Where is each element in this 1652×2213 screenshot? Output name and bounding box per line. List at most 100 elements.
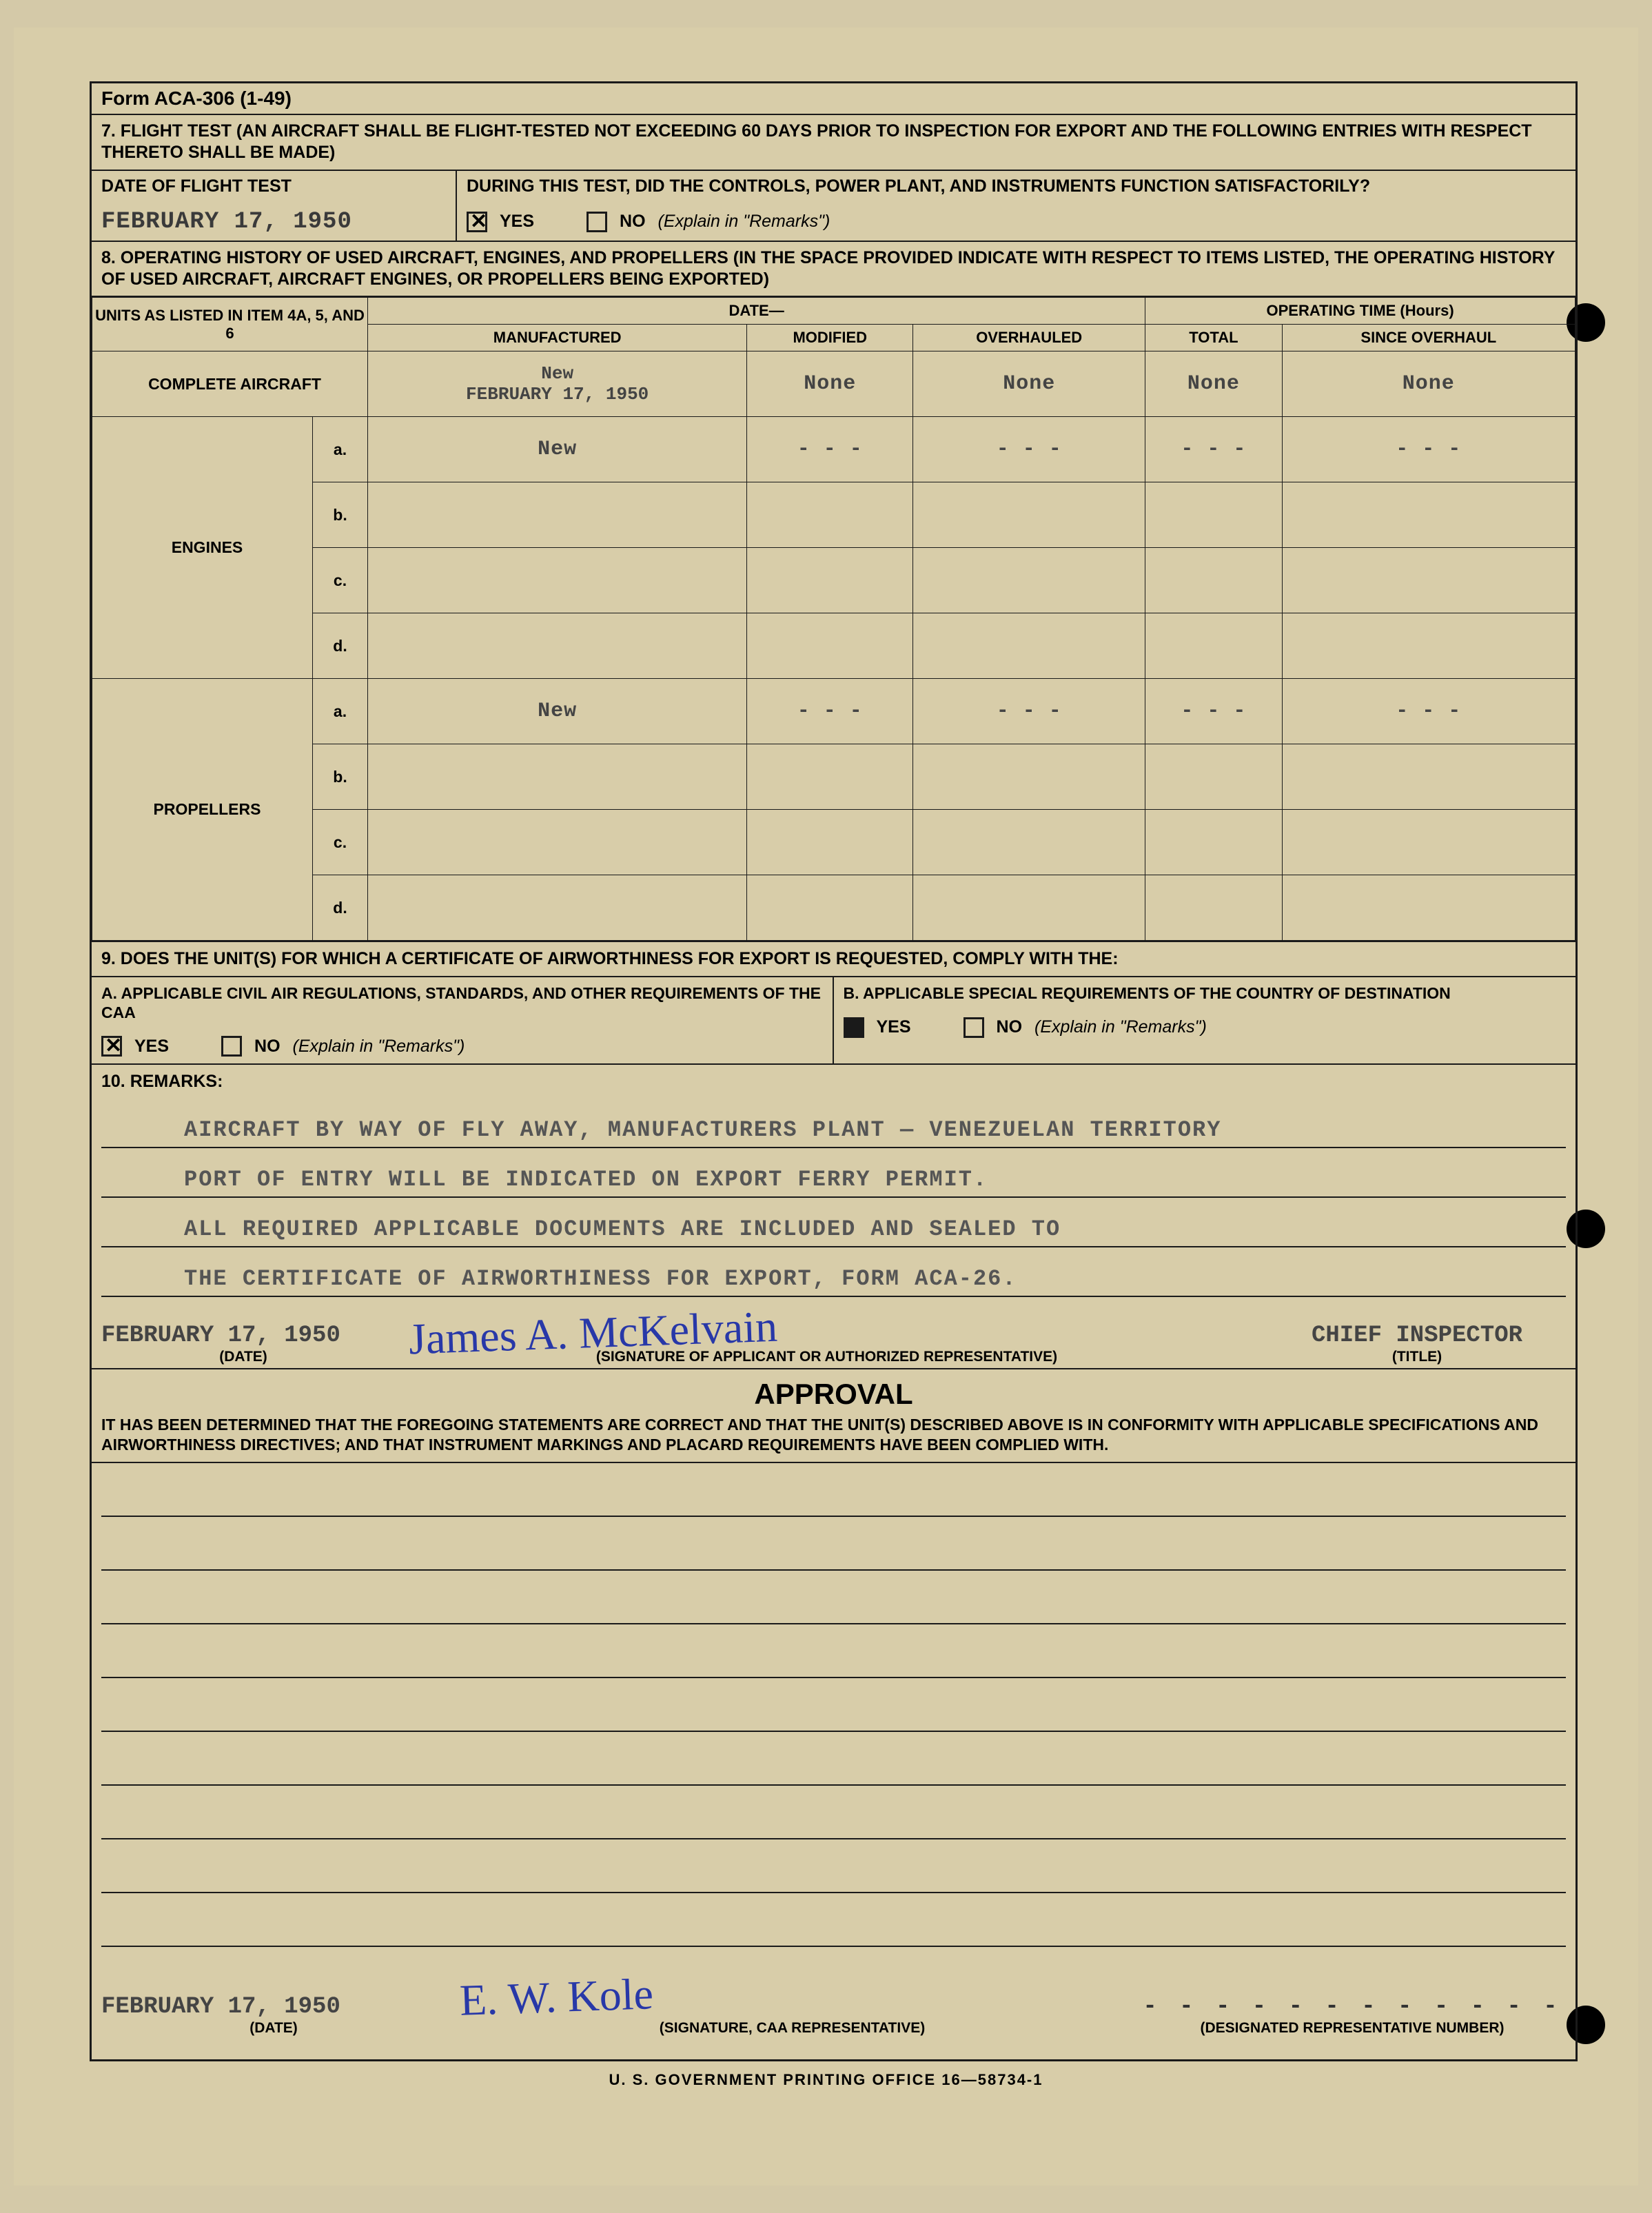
table-row: d. [92, 613, 1575, 679]
prop-a-mfg: New [368, 679, 747, 744]
aircraft-mod: None [747, 351, 913, 417]
signature-date-value: FEBRUARY 17, 1950 [101, 1323, 385, 1349]
no-label: NO [254, 1037, 281, 1057]
remarks-line: PORT OF ENTRY WILL BE INDICATED ON EXPOR… [101, 1148, 1566, 1198]
compliance-a-yes-checkbox[interactable] [101, 1036, 122, 1057]
final-date-value: FEBRUARY 17, 1950 [101, 1994, 446, 2020]
table-row: c. [92, 810, 1575, 875]
aircraft-since: None [1282, 351, 1575, 417]
remarks-text-2: PORT OF ENTRY WILL BE INDICATED ON EXPOR… [184, 1167, 988, 1192]
col-since: SINCE OVERHAUL [1282, 325, 1575, 351]
remarks-line: AIRCRAFT BY WAY OF FLY AWAY, MANUFACTURE… [101, 1099, 1566, 1148]
yes-checkbox[interactable] [467, 212, 487, 232]
flight-date-value: FEBRUARY 17, 1950 [101, 209, 446, 235]
sub-c: c. [313, 810, 368, 875]
compliance-a-checks: YES NO (Explain in "Remarks") [101, 1036, 823, 1057]
final-date: FEBRUARY 17, 1950 (DATE) [101, 1994, 446, 2037]
engine-a-since: - - - [1282, 417, 1575, 482]
caa-signature: E. W. Kole [459, 1968, 654, 2026]
row-propellers-label: PROPELLERS [92, 679, 313, 941]
explain-label: (Explain in "Remarks") [658, 212, 830, 232]
rep-number-label: (DESIGNATED REPRESENTATIVE NUMBER) [1139, 2020, 1566, 2037]
approval-line [101, 1463, 1566, 1517]
approval-line [101, 1786, 1566, 1839]
engine-a-mfg: New [368, 417, 747, 482]
sub-b: b. [313, 482, 368, 548]
signature-title: CHIEF INSPECTOR (TITLE) [1258, 1323, 1575, 1368]
caa-signature-row: FEBRUARY 17, 1950 (DATE) E. W. Kole (SIG… [92, 1947, 1575, 2037]
form-page: Form ACA-306 (1-49) 7. FLIGHT TEST (AN A… [14, 28, 1638, 2185]
remarks-text-4: THE CERTIFICATE OF AIRWORTHINESS FOR EXP… [184, 1266, 1017, 1292]
explain-label: (Explain in "Remarks") [293, 1037, 465, 1057]
signature-date-label: (DATE) [101, 1349, 385, 1365]
remarks-text-1: AIRCRAFT BY WAY OF FLY AWAY, MANUFACTURE… [184, 1117, 1221, 1143]
section-9-text: 9. DOES THE UNIT(S) FOR WHICH A CERTIFIC… [92, 941, 1575, 977]
engine-a-mod: - - - [747, 417, 913, 482]
compliance-row: A. APPLICABLE CIVIL AIR REGULATIONS, STA… [92, 977, 1575, 1065]
compliance-b-no-checkbox[interactable] [963, 1017, 984, 1038]
approval-line [101, 1893, 1566, 1947]
remarks-area: AIRCRAFT BY WAY OF FLY AWAY, MANUFACTURE… [92, 1099, 1575, 1297]
row-engines-label: ENGINES [92, 417, 313, 679]
yes-label: YES [134, 1037, 169, 1057]
sub-c: c. [313, 548, 368, 613]
flight-test-row: DATE OF FLIGHT TEST FEBRUARY 17, 1950 DU… [92, 171, 1575, 242]
sub-a: a. [313, 417, 368, 482]
explain-label: (Explain in "Remarks") [1034, 1017, 1207, 1037]
sub-b: b. [313, 744, 368, 810]
yes-label: YES [500, 212, 534, 232]
engine-a-tot: - - - [1145, 417, 1282, 482]
no-label: NO [620, 212, 646, 232]
approval-line [101, 1624, 1566, 1678]
footer-print-info: U. S. GOVERNMENT PRINTING OFFICE 16—5873… [14, 2071, 1638, 2089]
section-10-header: 10. REMARKS: [92, 1065, 1575, 1099]
table-row: d. [92, 875, 1575, 941]
compliance-b-yes-checkbox[interactable] [844, 1017, 864, 1038]
approval-line [101, 1839, 1566, 1893]
form-number: Form ACA-306 (1-49) [92, 83, 1575, 115]
compliance-a-label: A. APPLICABLE CIVIL AIR REGULATIONS, STA… [101, 984, 823, 1022]
history-table: UNITS AS LISTED IN ITEM 4A, 5, AND 6 DAT… [92, 297, 1575, 941]
no-checkbox[interactable] [587, 212, 607, 232]
section-8-text: 8. OPERATING HISTORY OF USED AIRCRAFT, E… [92, 242, 1575, 298]
compliance-b: B. APPLICABLE SPECIAL REQUIREMENTS OF TH… [834, 977, 1576, 1063]
row-aircraft-label: COMPLETE AIRCRAFT [92, 351, 368, 417]
signature-date: FEBRUARY 17, 1950 (DATE) [92, 1323, 395, 1368]
flight-date-label: DATE OF FLIGHT TEST [101, 176, 446, 196]
table-row: ENGINES a. New - - - - - - - - - - - - [92, 417, 1575, 482]
col-total: TOTAL [1145, 325, 1282, 351]
prop-a-tot: - - - [1145, 679, 1282, 744]
prop-a-since: - - - [1282, 679, 1575, 744]
flight-date-column: DATE OF FLIGHT TEST FEBRUARY 17, 1950 [92, 171, 457, 241]
engine-a-ovh: - - - [913, 417, 1145, 482]
col-overhauled: OVERHAULED [913, 325, 1145, 351]
no-label: NO [997, 1017, 1023, 1037]
signature-title-value: CHIEF INSPECTOR [1268, 1323, 1566, 1349]
date-header: DATE— [368, 298, 1145, 325]
approval-line [101, 1732, 1566, 1786]
rep-number-value: - - - - - - - - - - - - [1139, 1994, 1566, 2020]
flight-checkboxes: YES NO (Explain in "Remarks") [467, 212, 1566, 232]
compliance-b-checks: YES NO (Explain in "Remarks") [844, 1017, 1567, 1038]
table-row: COMPLETE AIRCRAFT NewFEBRUARY 17, 1950 N… [92, 351, 1575, 417]
applicant-signature-row: FEBRUARY 17, 1950 (DATE) James A. McKelv… [92, 1297, 1575, 1369]
approval-lines [92, 1463, 1575, 1947]
remarks-line: THE CERTIFICATE OF AIRWORTHINESS FOR EXP… [101, 1247, 1566, 1297]
final-rep: - - - - - - - - - - - - (DESIGNATED REPR… [1139, 1994, 1566, 2037]
compliance-a-no-checkbox[interactable] [221, 1036, 242, 1057]
yes-label: YES [877, 1017, 911, 1037]
approval-heading: APPROVAL [92, 1369, 1575, 1415]
remarks-text-3: ALL REQUIRED APPLICABLE DOCUMENTS ARE IN… [184, 1216, 1061, 1242]
flight-question-column: DURING THIS TEST, DID THE CONTROLS, POWE… [457, 171, 1575, 241]
col-modified: MODIFIED [747, 325, 913, 351]
approval-text: IT HAS BEEN DETERMINED THAT THE FOREGOIN… [92, 1415, 1575, 1463]
sub-d: d. [313, 613, 368, 679]
form-border: Form ACA-306 (1-49) 7. FLIGHT TEST (AN A… [90, 81, 1578, 2061]
sub-a: a. [313, 679, 368, 744]
aircraft-mfg: NewFEBRUARY 17, 1950 [368, 351, 747, 417]
table-row: b. [92, 744, 1575, 810]
sub-d: d. [313, 875, 368, 941]
prop-a-ovh: - - - [913, 679, 1145, 744]
aircraft-tot: None [1145, 351, 1282, 417]
aircraft-ovh: None [913, 351, 1145, 417]
